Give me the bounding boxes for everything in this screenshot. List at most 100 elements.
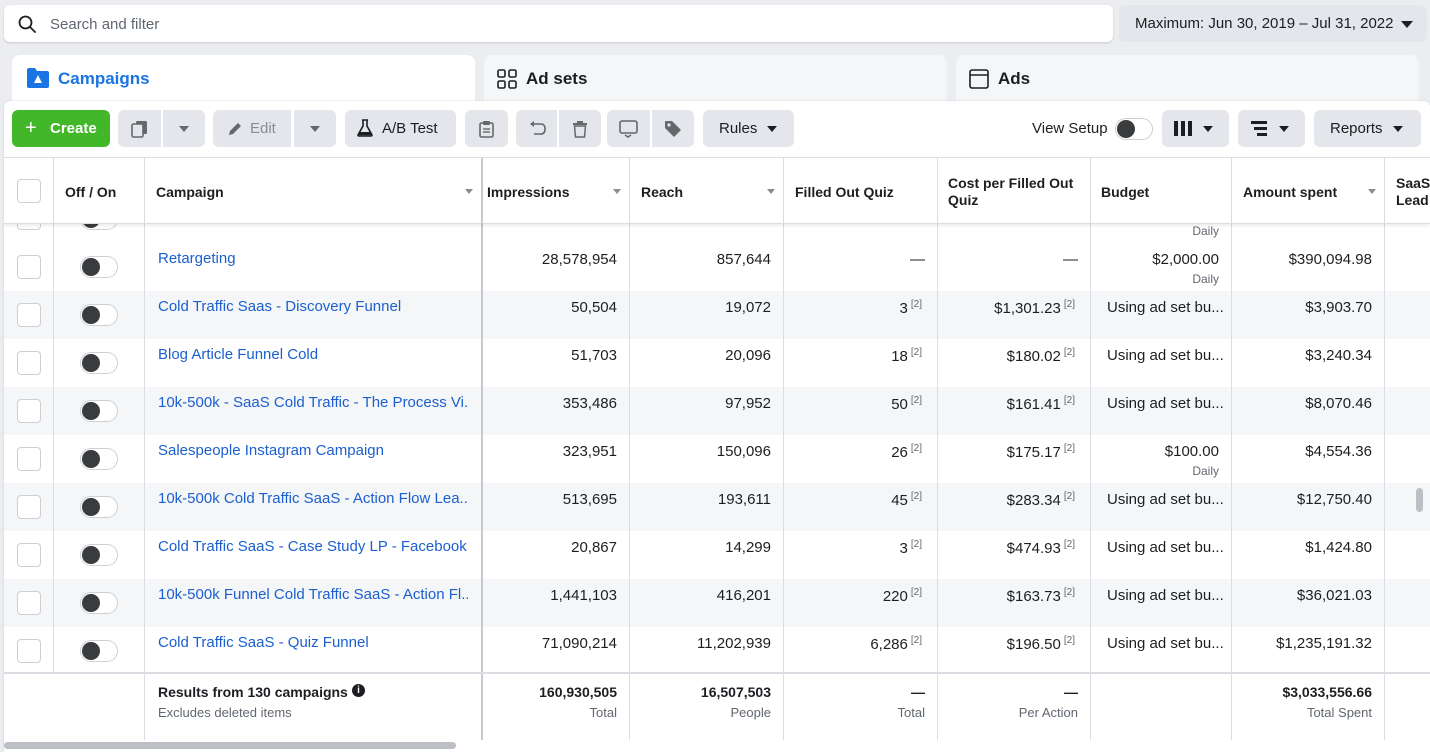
select-all-checkbox[interactable] <box>17 179 41 203</box>
cost-per-value-text: $161.41 <box>1006 396 1061 413</box>
horizontal-scrollbar[interactable] <box>4 742 456 749</box>
delete-button[interactable] <box>559 110 601 147</box>
row-checkbox[interactable] <box>17 255 41 279</box>
row-checkbox[interactable] <box>17 639 41 663</box>
footnote-marker: [2] <box>910 491 922 502</box>
footnote-marker: [2] <box>1063 299 1075 310</box>
table-row[interactable]: Daily <box>4 224 1430 243</box>
table-row[interactable]: Retargeting 28,578,954 857,644 — — $2,000.00 D… <box>4 243 1430 291</box>
table-row[interactable]: Cold Traffic Saas - Discovery Funnel 50,5… <box>4 291 1430 339</box>
toggle-knob <box>82 498 100 516</box>
view-setup-toggle[interactable] <box>1115 118 1153 140</box>
create-button[interactable]: + Create <box>12 110 110 147</box>
header-budget[interactable]: Budget <box>1091 158 1232 224</box>
cost-per-value: — <box>1063 251 1078 268</box>
footnote-marker: [2] <box>910 539 922 550</box>
undo-button[interactable] <box>516 110 557 147</box>
header-off-on: Off / On <box>54 158 145 224</box>
rules-button[interactable]: Rules <box>703 110 794 147</box>
tab-ad-sets[interactable]: Ad sets <box>484 55 947 105</box>
table-row[interactable]: Cold Traffic SaaS - Quiz Funnel 71,090,21… <box>4 627 1430 672</box>
amount-spent-value: $3,903.70 <box>1305 299 1372 316</box>
row-checkbox[interactable] <box>17 447 41 471</box>
cost-per-value: $196.50 [2] <box>1007 635 1075 653</box>
footnote-marker: [2] <box>910 299 922 310</box>
filled-out-quiz-value-text: 26 <box>891 444 908 461</box>
filled-out-quiz-value-text: 18 <box>891 348 908 365</box>
row-status-toggle[interactable] <box>80 256 118 278</box>
tab-campaigns[interactable]: Campaigns <box>12 55 475 105</box>
edit-dropdown-button[interactable] <box>294 110 336 147</box>
row-checkbox[interactable] <box>17 351 41 375</box>
info-icon[interactable]: i <box>352 684 365 697</box>
reports-button[interactable]: Reports <box>1314 110 1421 147</box>
row-checkbox[interactable] <box>17 224 41 230</box>
row-status-toggle[interactable] <box>80 352 118 374</box>
row-status-toggle[interactable] <box>80 544 118 566</box>
header-campaign[interactable]: Campaign <box>145 158 483 224</box>
header-reach[interactable]: Reach <box>630 158 784 224</box>
row-checkbox[interactable] <box>17 495 41 519</box>
row-status-toggle[interactable] <box>80 592 118 614</box>
columns-button[interactable] <box>1162 110 1229 147</box>
row-checkbox[interactable] <box>17 303 41 327</box>
campaign-name-link[interactable]: Cold Traffic SaaS - Quiz Funnel <box>158 634 369 651</box>
row-status-toggle[interactable] <box>80 224 118 230</box>
cost-per-value-text: $1,301.23 <box>994 300 1061 317</box>
amount-spent-value: $4,554.36 <box>1305 443 1372 460</box>
edit-button[interactable]: Edit <box>213 110 291 147</box>
header-impressions[interactable]: Impressions <box>483 158 630 224</box>
campaign-name-link[interactable]: Blog Article Funnel Cold <box>158 346 319 363</box>
row-status-toggle[interactable] <box>80 400 118 422</box>
clipboard-button[interactable] <box>465 110 508 147</box>
toggle-knob <box>82 546 100 564</box>
amount-spent-value: $1,424.80 <box>1305 539 1372 556</box>
sort-icon <box>1368 189 1376 194</box>
results-sub: Excludes deleted items <box>158 705 292 720</box>
header-filled-out-quiz[interactable]: Filled Out Quiz <box>784 158 938 224</box>
table-row[interactable]: Salespeople Instagram Campaign 323,951 150… <box>4 435 1430 483</box>
table-row[interactable]: Cold Traffic SaaS - Case Study LP - Face… <box>4 531 1430 579</box>
cost-per-value: $283.34 [2] <box>1007 491 1075 509</box>
budget-value: Using ad set bu... <box>1107 587 1224 604</box>
campaign-name-link[interactable]: 10k-500k Cold Traffic SaaS - Action Flow… <box>158 490 468 507</box>
row-status-toggle[interactable] <box>80 640 118 662</box>
footnote-marker: [2] <box>910 635 922 646</box>
campaign-name-link[interactable]: 10k-500k - SaaS Cold Traffic - The Proce… <box>158 394 468 411</box>
cost-per-value-text: $474.93 <box>1006 540 1061 557</box>
duplicate-dropdown-button[interactable] <box>163 110 205 147</box>
breakdown-button[interactable] <box>1238 110 1305 147</box>
tags-button[interactable] <box>652 110 694 147</box>
table-row[interactable]: Blog Article Funnel Cold 51,703 20,096 18 [2… <box>4 339 1430 387</box>
row-checkbox[interactable] <box>17 399 41 423</box>
campaign-name-link[interactable]: Cold Traffic SaaS - Case Study LP - Face… <box>158 538 467 555</box>
row-checkbox[interactable] <box>17 543 41 567</box>
preview-icon <box>619 120 638 138</box>
row-status-toggle[interactable] <box>80 496 118 518</box>
table-footer: Results from 130 campaigns i Excludes de… <box>4 672 1430 740</box>
footnote-marker: [2] <box>910 587 922 598</box>
table-row[interactable]: 10k-500k Funnel Cold Traffic SaaS - Acti… <box>4 579 1430 627</box>
search-input[interactable] <box>50 13 1090 35</box>
row-status-toggle[interactable] <box>80 304 118 326</box>
header-cost-per-filled-out-quiz[interactable]: Cost per Filled Out Quiz <box>938 158 1091 224</box>
chevron-down-icon <box>1203 126 1213 132</box>
campaign-name-link[interactable]: 10k-500k Funnel Cold Traffic SaaS - Acti… <box>158 586 468 603</box>
table-row[interactable]: 10k-500k - SaaS Cold Traffic - The Proce… <box>4 387 1430 435</box>
campaign-name-link[interactable]: Salespeople Instagram Campaign <box>158 442 384 459</box>
table-row[interactable]: 10k-500k Cold Traffic SaaS - Action Flow… <box>4 483 1430 531</box>
search-bar[interactable] <box>4 5 1113 42</box>
duplicate-button[interactable] <box>118 110 161 147</box>
campaign-name-link[interactable]: Cold Traffic Saas - Discovery Funnel <box>158 298 402 315</box>
row-checkbox[interactable] <box>17 591 41 615</box>
campaign-name-link[interactable]: Retargeting <box>158 250 236 267</box>
header-amount-spent[interactable]: Amount spent <box>1232 158 1385 224</box>
tab-ads[interactable]: Ads <box>956 55 1419 105</box>
ab-test-button[interactable]: A/B Test <box>345 110 456 147</box>
vertical-scrollbar[interactable] <box>1416 488 1423 512</box>
chevron-down-icon <box>767 126 777 132</box>
date-range-picker[interactable]: Maximum: Jun 30, 2019 – Jul 31, 2022 <box>1119 5 1427 42</box>
row-status-toggle[interactable] <box>80 448 118 470</box>
header-saas-lead[interactable]: SaaS Lead <box>1396 175 1430 208</box>
preview-button[interactable] <box>607 110 650 147</box>
